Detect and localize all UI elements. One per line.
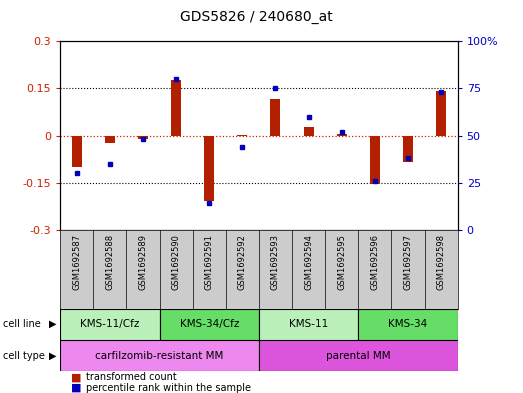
Bar [171, 80, 181, 136]
Text: cell line: cell line [3, 319, 40, 329]
Text: percentile rank within the sample: percentile rank within the sample [86, 383, 251, 393]
Bar [204, 136, 214, 201]
Text: GSM1692591: GSM1692591 [204, 234, 214, 290]
Text: KMS-34/Cfz: KMS-34/Cfz [179, 319, 239, 329]
Text: KMS-11/Cfz: KMS-11/Cfz [80, 319, 140, 329]
Text: parental MM: parental MM [326, 351, 391, 361]
Text: GSM1692592: GSM1692592 [238, 234, 247, 290]
Bar [358, 309, 458, 340]
Bar [60, 309, 160, 340]
Text: ▶: ▶ [49, 319, 56, 329]
Text: GSM1692587: GSM1692587 [72, 234, 81, 290]
Text: ▶: ▶ [49, 351, 56, 361]
Text: GDS5826 / 240680_at: GDS5826 / 240680_at [180, 10, 333, 24]
Text: carfilzomib-resistant MM: carfilzomib-resistant MM [95, 351, 224, 361]
Text: GSM1692588: GSM1692588 [105, 234, 115, 290]
Text: GSM1692589: GSM1692589 [139, 234, 147, 290]
Text: GSM1692593: GSM1692593 [271, 234, 280, 290]
Text: GSM1692596: GSM1692596 [370, 234, 379, 290]
Bar [303, 127, 313, 136]
Bar [160, 309, 259, 340]
Text: GSM1692595: GSM1692595 [337, 234, 346, 290]
Bar [259, 340, 458, 371]
Text: GSM1692598: GSM1692598 [437, 234, 446, 290]
Bar [337, 134, 347, 136]
Bar [237, 135, 247, 136]
Text: KMS-11: KMS-11 [289, 319, 328, 329]
Bar [60, 340, 259, 371]
Bar [259, 309, 358, 340]
Text: ■: ■ [71, 383, 81, 393]
Bar [72, 136, 82, 167]
Bar [436, 91, 446, 136]
Text: GSM1692590: GSM1692590 [172, 234, 180, 290]
Bar [370, 136, 380, 184]
Text: cell type: cell type [3, 351, 44, 361]
Text: GSM1692594: GSM1692594 [304, 234, 313, 290]
Bar [105, 136, 115, 143]
Text: KMS-34: KMS-34 [388, 319, 428, 329]
Text: transformed count: transformed count [86, 372, 177, 382]
Bar [270, 99, 280, 136]
Text: ■: ■ [71, 372, 81, 382]
Text: GSM1692597: GSM1692597 [403, 234, 413, 290]
Bar [138, 136, 148, 140]
Bar [403, 136, 413, 162]
